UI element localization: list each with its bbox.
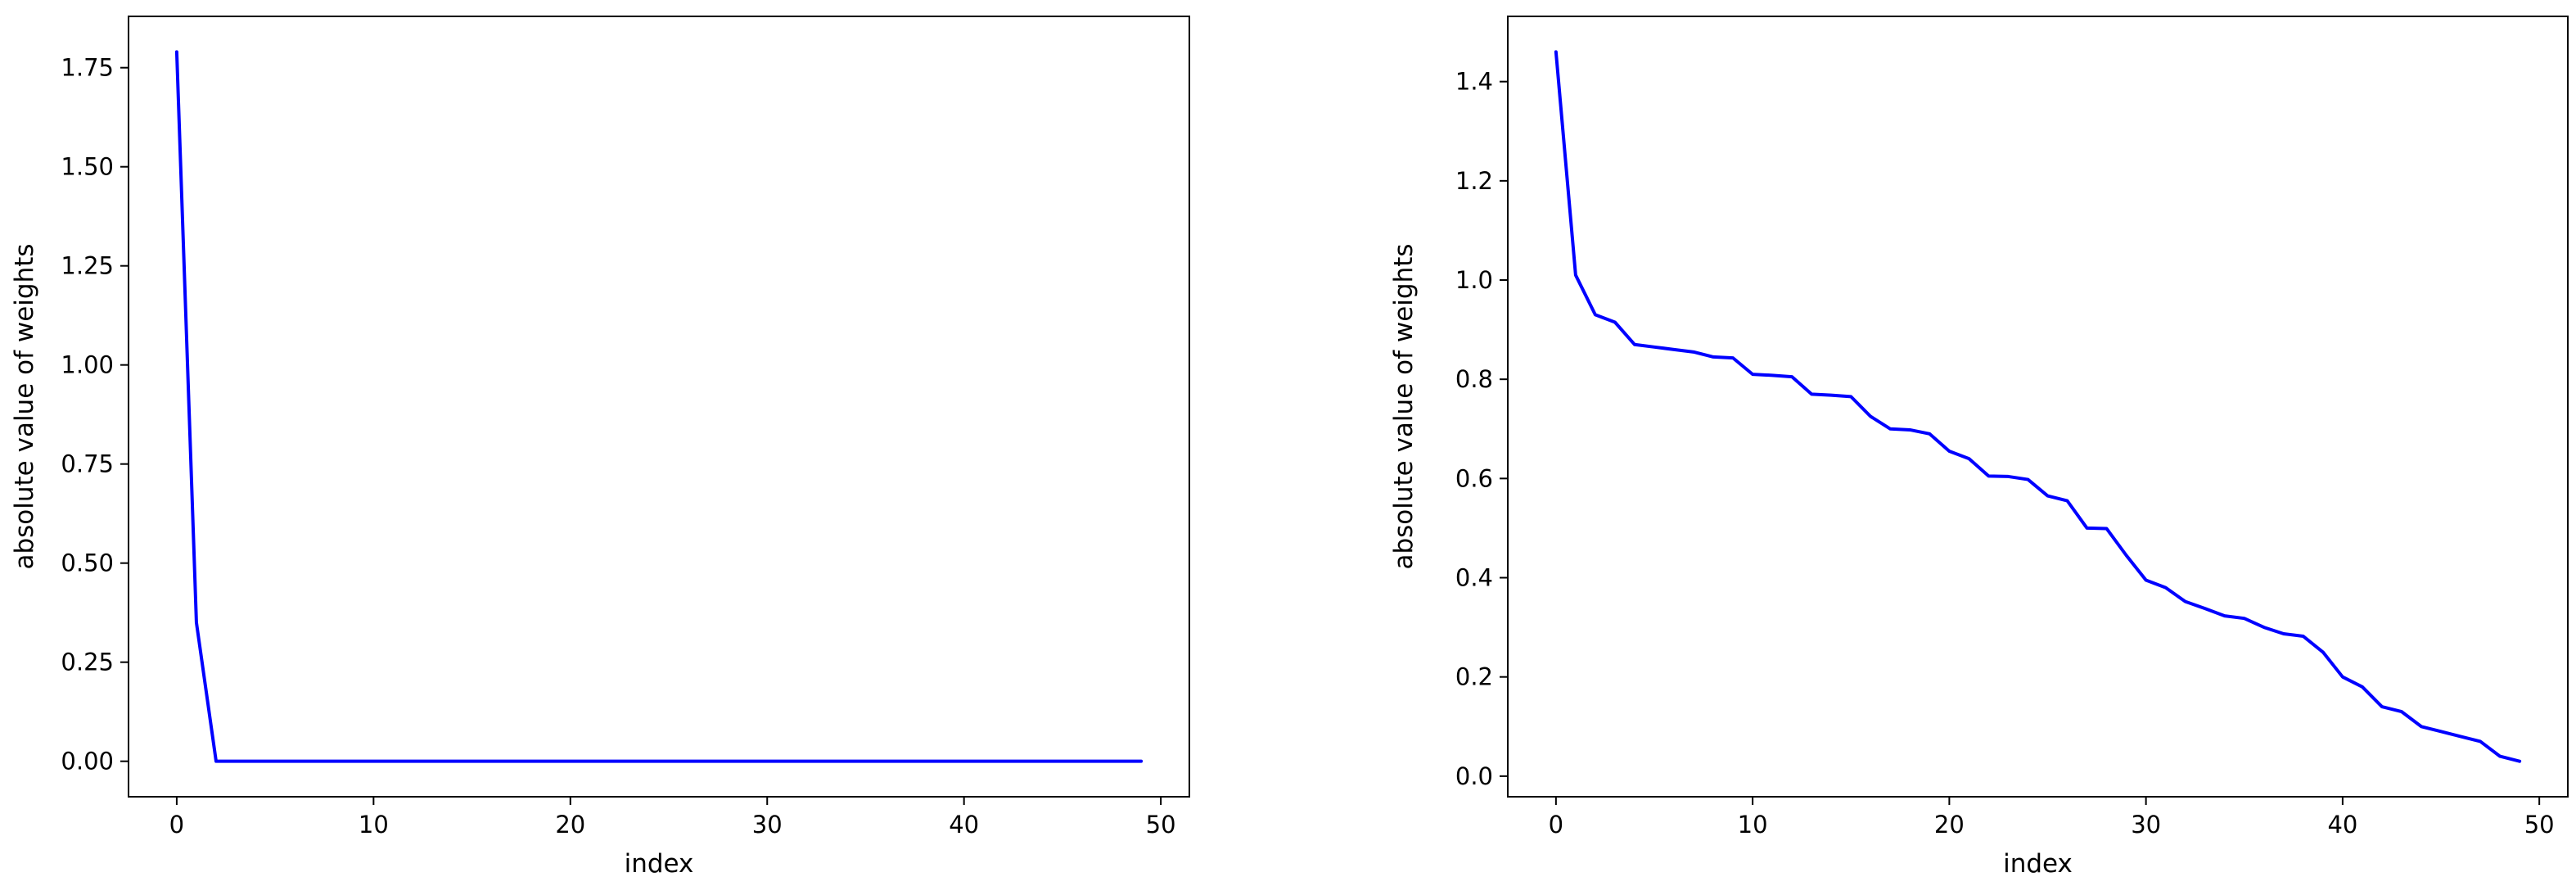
chart-0-x-axis-label: index xyxy=(625,849,694,879)
chart-0-x-tick-label: 20 xyxy=(555,811,585,838)
chart-1-x-tick-label: 50 xyxy=(2524,811,2555,838)
weights-chart-left: 0 10 20 30 40 50 0.00 0.25 0.50 0.75 1.00 1.25 1.50 1… xyxy=(10,16,1190,879)
chart-1-x-tick-label: 40 xyxy=(2327,811,2357,838)
chart-1-y-tick-label: 0.8 xyxy=(1455,365,1493,393)
chart-1-y-tick-label: 0.0 xyxy=(1455,762,1493,790)
weights-chart-right: 0 10 20 30 40 50 0.0 0.2 0.4 0.6 0.8 1.0 1.2 1.4 index… xyxy=(1389,16,2569,879)
chart-0-y-tick-label: 1.75 xyxy=(61,54,114,82)
chart-1-y-axis-label: absolute value of weights xyxy=(1389,243,1419,569)
chart-0-data-line xyxy=(174,50,1144,763)
chart-0-y-tick-label: 0.50 xyxy=(61,549,114,577)
chart-1-data-line xyxy=(1554,50,2522,763)
chart-1-y-tick-label: 0.6 xyxy=(1455,464,1493,492)
chart-0-y-tick-label: 0.25 xyxy=(61,649,114,676)
chart-0-x-tick-label: 30 xyxy=(752,811,783,838)
chart-0-y-tick-label: 1.25 xyxy=(61,252,114,280)
chart-1-x-tick-label: 0 xyxy=(1549,811,1563,838)
chart-0-y-tick-label: 0.00 xyxy=(61,748,114,775)
chart-0-axes-frame xyxy=(128,16,1190,798)
chart-0-y-tick-label: 1.00 xyxy=(61,351,114,379)
chart-1-axes-frame xyxy=(1507,16,2569,798)
chart-1-y-tick-label: 1.0 xyxy=(1455,266,1493,294)
chart-0-y-axis-label: absolute value of weights xyxy=(10,243,39,569)
chart-0-x-tick-label: 10 xyxy=(359,811,389,838)
chart-0-y-tick-label: 0.75 xyxy=(61,450,114,478)
chart-1-x-tick-label: 20 xyxy=(1934,811,1965,838)
chart-0-x-tick-label: 50 xyxy=(1146,811,1176,838)
chart-0-x-tick-label: 0 xyxy=(169,811,184,838)
chart-1-y-tick-label: 0.2 xyxy=(1455,663,1493,691)
chart-1-x-tick-label: 10 xyxy=(1738,811,1768,838)
chart-0-y-tick-label: 1.50 xyxy=(61,153,114,181)
chart-1-y-tick-label: 1.4 xyxy=(1455,68,1493,96)
chart-0-x-tick-label: 40 xyxy=(949,811,979,838)
chart-1-x-tick-label: 30 xyxy=(2131,811,2161,838)
chart-1-y-tick-label: 0.4 xyxy=(1455,564,1493,592)
chart-1-y-tick-label: 1.2 xyxy=(1455,167,1493,195)
chart-1-x-axis-label: index xyxy=(2003,849,2073,879)
